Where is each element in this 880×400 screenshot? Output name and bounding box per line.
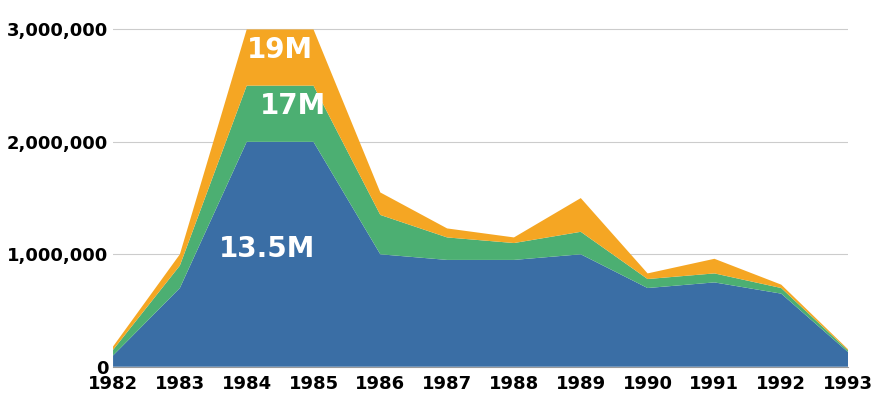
Text: 19M: 19M bbox=[247, 36, 313, 64]
Text: 17M: 17M bbox=[260, 92, 326, 120]
Text: 13.5M: 13.5M bbox=[218, 235, 315, 263]
